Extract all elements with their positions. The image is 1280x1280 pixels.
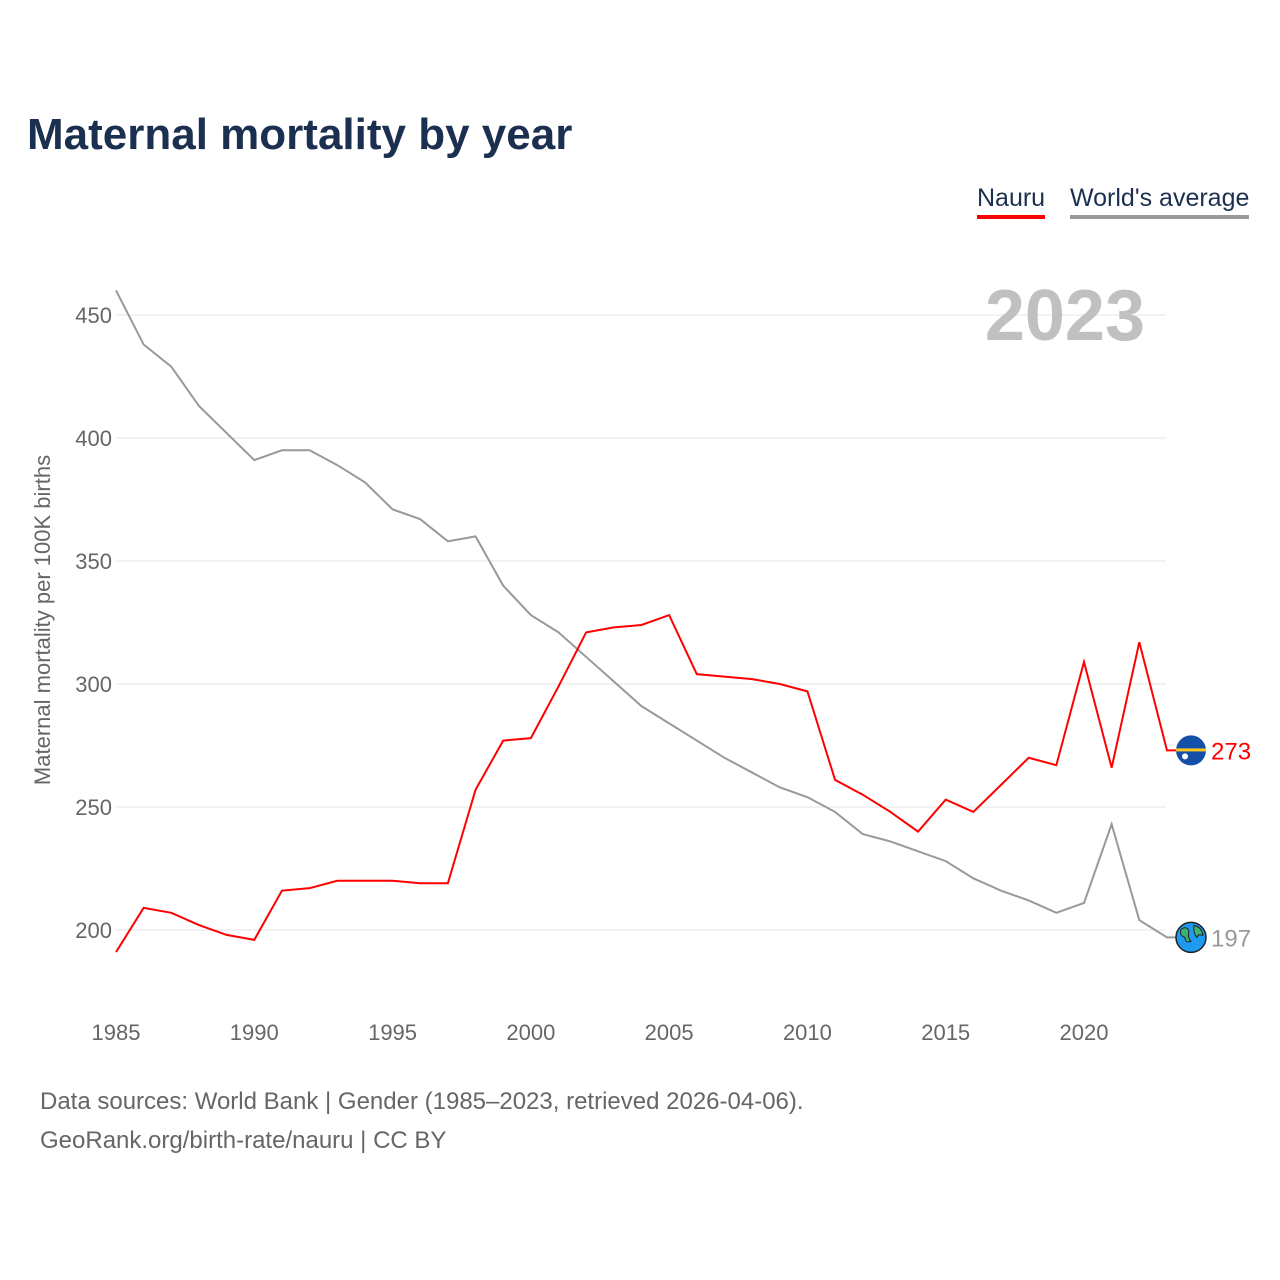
end-value-label: 197 xyxy=(1211,925,1251,952)
y-axis-label: Maternal mortality per 100K births xyxy=(30,455,55,785)
x-tick-label: 2010 xyxy=(783,1020,832,1045)
y-tick-label: 250 xyxy=(75,795,112,820)
x-tick-label: 2000 xyxy=(506,1020,555,1045)
series-line-world-average xyxy=(115,289,1180,939)
globe-icon xyxy=(1175,921,1207,954)
globe-continents xyxy=(1180,924,1204,943)
footer-credit: GeoRank.org/birth-rate/nauru | CC BY xyxy=(40,1127,447,1154)
nauru-flag-stripe xyxy=(1176,748,1206,752)
chart-title: Maternal mortality by year xyxy=(27,110,573,159)
x-tick-label: 1995 xyxy=(368,1020,417,1045)
legend-nauru[interactable]: Nauru xyxy=(977,184,1046,219)
year-watermark: 2023 xyxy=(985,276,1145,356)
y-tick-label: 300 xyxy=(75,672,112,697)
x-tick-label: 2020 xyxy=(1060,1020,1109,1045)
y-tick-label: 450 xyxy=(75,303,112,328)
nauru-flag-star xyxy=(1182,753,1188,760)
x-tick-label: 2015 xyxy=(921,1020,970,1045)
footer-sources: Data sources: World Bank | Gender (1985–… xyxy=(40,1088,804,1115)
y-tick-label: 200 xyxy=(75,918,112,943)
x-tick-label: 2005 xyxy=(645,1020,694,1045)
end-value-label: 273 xyxy=(1211,738,1251,765)
x-tick-label: 1990 xyxy=(230,1020,279,1045)
x-tick-label: 1985 xyxy=(92,1020,141,1045)
y-tick-label: 400 xyxy=(75,426,112,451)
series-line-nauru xyxy=(115,613,1180,953)
legend-world-average[interactable]: World's average xyxy=(1070,184,1250,219)
y-tick-label: 350 xyxy=(75,549,112,574)
